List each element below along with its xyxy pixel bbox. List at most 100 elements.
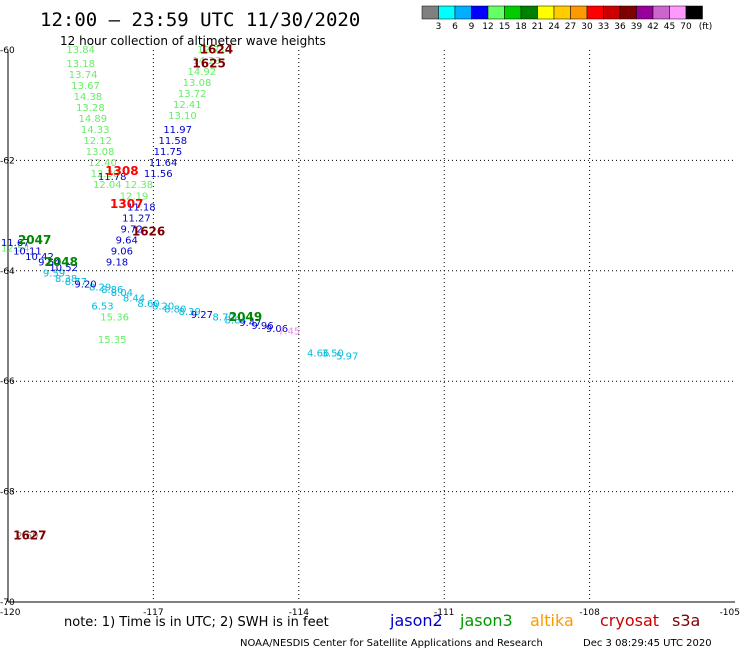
colorbar-label: 27: [565, 22, 576, 32]
colorbar-legend: 3 6 9 12 15 18 21 24 27 30 33 36 39 42 45 70 (ft): [421, 5, 713, 32]
colorbar-swatch: [669, 5, 687, 20]
wave-height-value: 10.42: [25, 252, 54, 263]
wave-height-value: 14.89: [78, 114, 107, 125]
y-tick-label: -66: [0, 377, 15, 387]
satellite-legend: jason2 jason3 altika cryosat s3a: [389, 611, 700, 630]
colorbar-label: 45: [664, 22, 675, 32]
wave-height-value: 12.54: [1, 244, 30, 255]
chart-subtitle: 12 hour collection of altimeter wave hei…: [60, 34, 326, 48]
x-tick-label: -111: [434, 608, 454, 618]
wave-height-value: 13.10: [168, 111, 197, 122]
pass-label: 2047: [18, 233, 51, 247]
colorbar-label: 36: [614, 22, 626, 32]
colorbar-label: 15: [499, 22, 510, 32]
colorbar-unit: (ft): [699, 22, 713, 32]
footer-timestamp: Dec 3 08:29:45 UTC 2020: [583, 638, 712, 649]
wave-height-value: 9.59: [43, 269, 65, 280]
wave-height-value: 8.84: [225, 315, 247, 326]
wave-height-value: 14.38: [74, 92, 103, 103]
wave-height-value: 8.80: [164, 304, 186, 315]
colorbar-label: 12: [482, 22, 493, 32]
colorbar-label: 6: [452, 22, 458, 32]
pass-label: 2049: [229, 310, 262, 324]
wave-height-value: 15.36: [100, 313, 129, 324]
colorbar-swatch: [421, 5, 439, 20]
colorbar-swatch: [553, 5, 571, 20]
y-tick-label: -60: [0, 46, 15, 56]
wave-height-value: 13.74: [69, 70, 98, 81]
wave-height-value: 11.67: [1, 238, 30, 249]
wave-height-value: 9.72: [120, 224, 142, 235]
colorbar-label: 33: [598, 22, 609, 32]
pass-label: 1625: [192, 56, 225, 70]
colorbar-swatch: [652, 5, 670, 20]
wave-height-value: 11.27: [122, 213, 151, 224]
x-tick-label: -120: [0, 608, 21, 618]
y-tick-label: -64: [0, 267, 15, 277]
x-tick-label: -105: [720, 608, 740, 618]
satellite-legend-altika: altika: [530, 611, 574, 630]
satellite-legend-cryosat: cryosat: [600, 611, 659, 630]
colorbar-label: 24: [548, 22, 560, 32]
colorbar-swatch: [520, 5, 538, 20]
wave-height-value: 9.64: [38, 258, 60, 269]
wave-height-value: 8.77: [65, 277, 87, 288]
wave-height-value: 2.69: [16, 531, 38, 542]
wave-height-value: 8.39: [179, 307, 201, 318]
wave-height-value: 13.08: [86, 147, 115, 158]
wave-height-value: 8.04: [111, 288, 133, 299]
wave-height-value: 13.08: [183, 78, 212, 89]
wave-height-value: 11.56: [144, 169, 173, 180]
colorbar-label: 30: [581, 22, 593, 32]
wave-height-value: 11.97: [163, 125, 192, 136]
wave-height-value: 8.70: [213, 313, 235, 324]
wave-height-value: 6.53: [91, 302, 113, 313]
wave-height-value: 12.30: [91, 169, 120, 180]
satellite-legend-jason3: jason3: [459, 611, 513, 630]
colorbar-swatch: [636, 5, 654, 20]
wave-height-value: 8.86: [101, 285, 123, 296]
wave-height-value: 11.75: [154, 147, 183, 158]
x-tick-label: -114: [289, 608, 310, 618]
colorbar-label: 18: [515, 22, 527, 32]
y-tick-labels: -60 -62 -64 -66 -68 -70: [0, 46, 15, 608]
colorbar-label: 70: [680, 22, 692, 32]
wave-height-value: 9.18: [106, 258, 128, 269]
wave-height-value: 13.28: [76, 103, 105, 114]
wave-height-value: 12.19: [120, 191, 149, 202]
colorbar-swatch: [438, 5, 456, 20]
wave-height-value: 14.33: [81, 125, 110, 136]
wave-height-value: 8.20: [152, 302, 174, 313]
wave-height-value: 12.41: [173, 100, 202, 111]
pass-label: 2048: [45, 255, 78, 269]
chart-title: 12:00 — 23:59 UTC 11/30/2020: [40, 9, 360, 31]
wave-height-value: 9.64: [116, 235, 138, 246]
wave-height-value: 9.06: [266, 324, 288, 335]
plot-frame: [7, 50, 735, 603]
wave-height-value: 12.38: [125, 180, 154, 191]
y-tick-label: -70: [0, 598, 15, 608]
colorbar-label: 3: [436, 22, 442, 32]
wave-height-value: 9.47: [239, 318, 261, 329]
pass-label: 1627: [13, 528, 46, 542]
wave-height-value: 10.52: [49, 263, 78, 274]
satellite-legend-jason2: jason2: [389, 611, 443, 630]
pass-label: 1307: [110, 197, 143, 211]
wave-height-value: 9.06: [111, 246, 133, 257]
wave-height-value: 8.29: [89, 282, 111, 293]
footer-note: note: 1) Time is in UTC; 2) SWH is in fe…: [64, 615, 329, 630]
colorbar-label: 9: [469, 22, 475, 32]
wave-height-value: 13.18: [66, 59, 95, 70]
colorbar-swatch: [570, 5, 588, 20]
wave-height-value: 11.64: [149, 158, 178, 169]
colorbar-swatch: [504, 5, 522, 20]
colorbar-label: 39: [631, 22, 643, 32]
wave-height-value: 12.12: [83, 136, 112, 147]
colorbar-swatch: [603, 5, 621, 20]
wave-height-value: 12.40: [88, 158, 117, 169]
y-tick-label: -68: [0, 488, 15, 498]
wave-height-value: 14.23: [192, 56, 221, 67]
